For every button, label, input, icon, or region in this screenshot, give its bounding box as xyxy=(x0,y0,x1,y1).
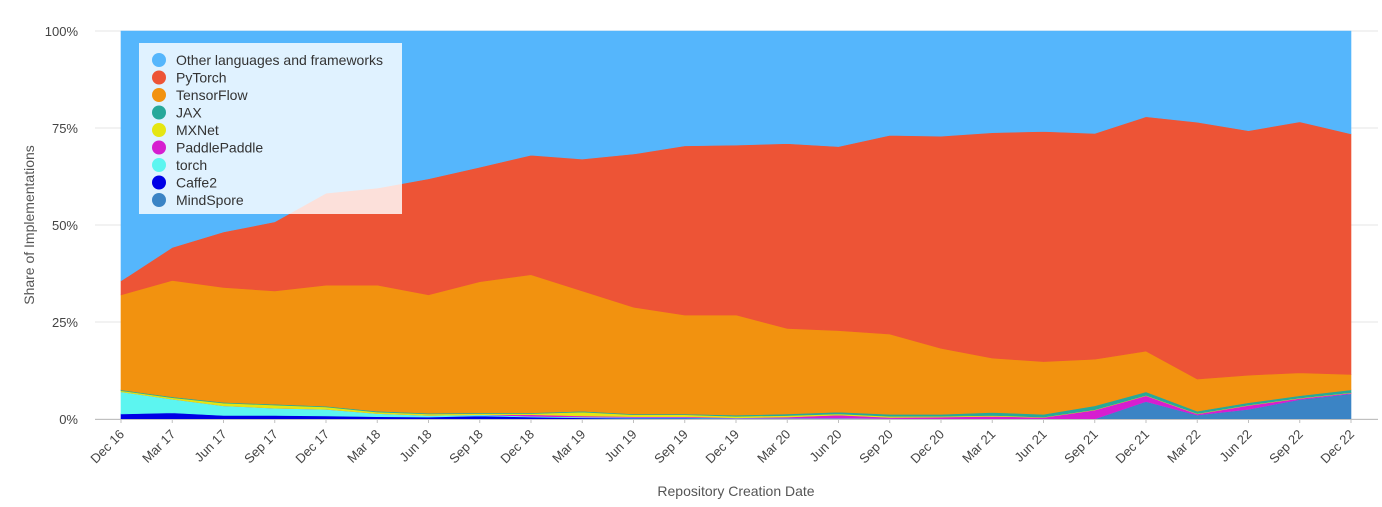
legend-marker xyxy=(152,105,166,120)
x-axis-title: Repository Creation Date xyxy=(657,483,814,499)
x-tick-label: Dec 21 xyxy=(1112,427,1152,467)
legend-marker xyxy=(152,123,166,137)
legend-marker xyxy=(152,88,166,102)
x-tick-label: Mar 17 xyxy=(139,427,178,466)
legend-marker xyxy=(152,140,166,155)
x-tick-label: Sep 18 xyxy=(446,427,486,467)
x-tick-label: Sep 17 xyxy=(241,427,281,467)
x-tick-label: Sep 20 xyxy=(856,427,896,467)
x-axis: Dec 16 Mar 17 Jun 17 Sep 17 Dec 17 Mar 18 Jun … xyxy=(87,419,1378,466)
legend-box xyxy=(139,43,402,214)
legend-label: MXNet xyxy=(176,122,219,138)
legend-marker xyxy=(152,53,166,67)
legend-marker xyxy=(152,70,166,85)
legend-label: torch xyxy=(176,157,207,173)
y-axis: 0% 25% 50% 75% 100% xyxy=(45,24,79,427)
y-tick-label: 75% xyxy=(52,121,78,136)
x-tick-label: Jun 17 xyxy=(191,427,229,465)
legend-label: Caffe2 xyxy=(176,175,217,191)
x-tick-label: Jun 18 xyxy=(396,427,434,465)
y-tick-label: 100% xyxy=(45,24,79,39)
x-tick-label: Mar 21 xyxy=(959,427,998,466)
legend-label: TensorFlow xyxy=(176,87,248,103)
x-tick-label: Dec 20 xyxy=(907,427,947,467)
x-tick-label: Dec 19 xyxy=(702,427,742,467)
x-tick-label: Jun 21 xyxy=(1011,427,1049,465)
x-tick-label: Dec 18 xyxy=(497,427,537,467)
legend-label: PaddlePaddle xyxy=(176,140,263,156)
y-tick-label: 25% xyxy=(52,315,78,330)
x-tick-label: Jun 22 xyxy=(1216,427,1254,465)
y-tick-label: 50% xyxy=(52,218,78,233)
x-tick-label: Sep 21 xyxy=(1061,427,1101,467)
legend-marker xyxy=(152,193,166,207)
x-tick-label: Mar 18 xyxy=(344,427,383,466)
legend: Other languages and frameworks PyTorchTen… xyxy=(139,43,402,214)
x-tick-label: Mar 22 xyxy=(1164,427,1203,466)
x-tick-label: Jun 20 xyxy=(806,427,844,465)
legend-label: MindSpore xyxy=(176,192,244,208)
x-tick-label: Sep 22 xyxy=(1266,427,1306,467)
x-tick-label: Mar 19 xyxy=(549,427,588,466)
legend-marker xyxy=(152,175,166,190)
x-tick-label: Dec 22 xyxy=(1317,427,1357,467)
y-tick-label: 0% xyxy=(59,412,78,427)
x-tick-label: Jun 19 xyxy=(601,427,639,465)
x-tick-label: Dec 17 xyxy=(292,427,332,467)
series-areas xyxy=(120,30,1352,420)
x-tick-label: Sep 19 xyxy=(651,427,691,467)
series-area-other-languages-and-frameworks xyxy=(120,30,1352,282)
legend-label: PyTorch xyxy=(176,70,227,86)
x-tick-label: Dec 16 xyxy=(87,427,127,467)
y-axis-title: Share of Implementations xyxy=(21,145,37,305)
legend-marker xyxy=(152,158,166,172)
legend-label: JAX xyxy=(176,105,202,121)
legend-label: Other languages and frameworks xyxy=(176,52,383,68)
x-tick-label: Mar 20 xyxy=(754,427,793,466)
